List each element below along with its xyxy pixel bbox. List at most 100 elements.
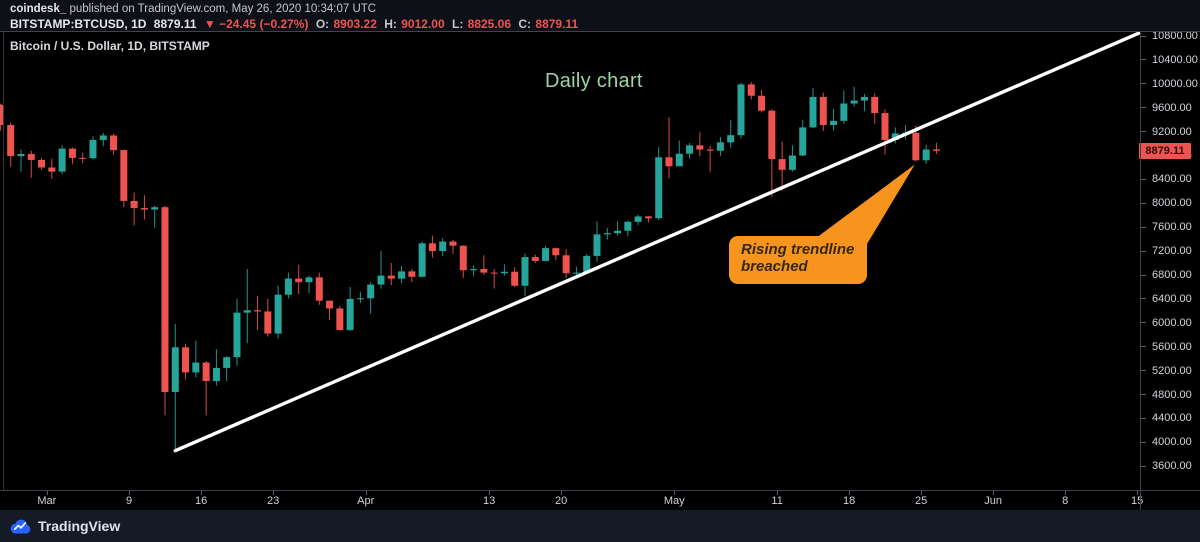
candle-body — [912, 132, 920, 161]
time-tick-label: 15 — [1131, 495, 1144, 507]
candle-body — [850, 100, 858, 104]
candle-body — [7, 125, 15, 157]
price-tick-label: 5200.00 — [1152, 364, 1192, 377]
tradingview-logo-icon — [10, 519, 31, 534]
price-tick-label: 9200.00 — [1152, 125, 1192, 138]
symbol-name[interactable]: BITSTAMP:BTCUSD, 1D — [10, 17, 147, 31]
candle-body — [58, 148, 66, 172]
price-tick-label: 6400.00 — [1152, 292, 1192, 305]
price-tick-label: 10000.00 — [1152, 77, 1198, 90]
candle-body — [315, 277, 323, 301]
time-tick-mark — [201, 491, 203, 495]
price-tick-mark — [1141, 274, 1146, 276]
time-tick-label: 13 — [483, 495, 496, 507]
price-tick-mark — [1141, 107, 1146, 109]
time-tick-label: 18 — [843, 495, 856, 507]
close-value: 8879.11 — [535, 17, 579, 31]
price-tick-mark — [1141, 298, 1146, 300]
candle-body — [161, 207, 169, 393]
price-tick-label: 4000.00 — [1152, 436, 1192, 449]
candle-body — [500, 271, 508, 274]
candle-body — [521, 257, 529, 286]
price-tick-label: 10400.00 — [1152, 53, 1198, 66]
time-tick-label: Mar — [37, 495, 57, 507]
candle-body — [624, 221, 632, 231]
candle-body — [737, 84, 745, 136]
candle-body — [89, 139, 97, 159]
trendline-callout[interactable]: Rising trendline breached — [729, 236, 867, 284]
candle-body — [418, 243, 426, 277]
price-tick-label: 5600.00 — [1152, 340, 1192, 353]
time-tick-label: 8 — [1062, 495, 1069, 507]
candle-body — [480, 269, 488, 273]
price-tick-mark — [1141, 441, 1146, 443]
price-tick-mark — [1141, 131, 1146, 133]
time-tick-mark — [921, 491, 923, 495]
price-tick-mark — [1141, 370, 1146, 372]
price-tick-mark — [1141, 226, 1146, 228]
price-tick-label: 7200.00 — [1152, 245, 1192, 258]
open-value: 8903.22 — [333, 17, 377, 31]
chart-symbol-label[interactable]: Bitcoin / U.S. Dollar, 1D, BITSTAMP — [10, 39, 210, 53]
attribution-line: coindesk_ published on TradingView.com, … — [10, 3, 376, 15]
time-tick-label: 23 — [266, 495, 280, 507]
price-change: ▼ −24.45 (−0.27%) — [203, 17, 309, 31]
price-axis-separator — [1140, 31, 1141, 510]
candle-body — [120, 150, 128, 201]
high-value: 9012.00 — [401, 17, 445, 31]
time-tick-label: 11 — [771, 495, 783, 507]
candle-body — [809, 96, 817, 128]
candle-body — [305, 277, 313, 283]
candle-body — [716, 142, 724, 151]
candle-body — [788, 155, 796, 170]
price-tick-mark — [1141, 250, 1146, 252]
time-axis-separator — [0, 490, 1200, 491]
candle-body — [490, 272, 498, 274]
callout-tail — [812, 164, 915, 249]
time-tick-mark — [365, 491, 367, 495]
rising-trendline[interactable] — [173, 31, 1141, 453]
attribution-text: published on TradingView.com, May 26, 20… — [66, 3, 377, 15]
candle-body — [326, 300, 334, 309]
candle-body — [696, 145, 704, 150]
candle-body — [531, 257, 539, 261]
chart-header: coindesk_ published on TradingView.com, … — [0, 0, 1200, 31]
candle-body — [511, 271, 519, 286]
candle-body — [68, 148, 76, 158]
candle-body — [686, 145, 694, 154]
candle-body — [17, 154, 25, 157]
price-axis[interactable]: 8879.11 10800.00 10400.00 10000.00 9600.00 9… — [1139, 30, 1200, 490]
candle-body — [593, 234, 601, 256]
candle-body — [470, 269, 478, 271]
candle-body — [346, 298, 354, 330]
time-tick-mark — [273, 491, 275, 495]
chart-canvas[interactable]: Bitcoin / U.S. Dollar, 1D, BITSTAMP Dail… — [0, 31, 1141, 490]
plot-top-border — [0, 31, 1200, 32]
price-tick-mark — [1141, 465, 1146, 467]
price-tick-label: 4800.00 — [1152, 388, 1192, 401]
time-tick-mark — [46, 491, 48, 495]
candle-body — [830, 120, 838, 126]
tradingview-brand-link[interactable]: TradingView — [10, 518, 120, 534]
bottom-bar: TradingView — [0, 510, 1200, 542]
candle-body — [871, 96, 879, 114]
candles-group — [0, 82, 940, 452]
candle-body — [542, 248, 550, 261]
price-tick-mark — [1141, 394, 1146, 395]
candle-body — [264, 311, 272, 334]
time-tick-mark — [849, 491, 851, 495]
candle-body — [192, 362, 200, 373]
candle-body — [27, 154, 35, 160]
candle-body — [439, 241, 447, 252]
candle-body — [932, 149, 940, 151]
author-name[interactable]: coindesk_ — [10, 3, 67, 15]
tradingview-brand-text: TradingView — [38, 518, 121, 534]
candle-body — [295, 278, 303, 283]
candle-body — [727, 135, 735, 143]
time-axis[interactable]: Mar 9 16 23 Apr 13 20 May 11 18 25 Jun 8 15 — [0, 491, 1200, 510]
candle-body — [799, 127, 807, 156]
time-tick-label: 20 — [555, 495, 568, 507]
candle-body — [572, 272, 580, 274]
candle-body — [706, 149, 714, 151]
